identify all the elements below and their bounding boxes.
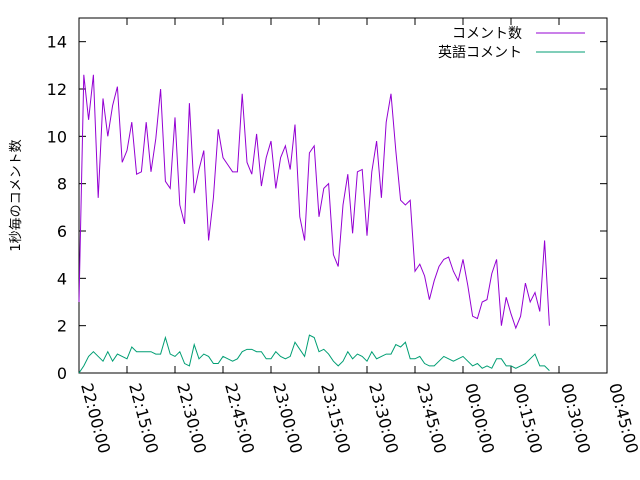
- y-tick-label: 8: [57, 175, 67, 194]
- y-tick-label: 12: [47, 80, 67, 99]
- y-tick-label: 4: [57, 269, 67, 288]
- x-tick-label: 23:00:00: [269, 381, 306, 455]
- x-tick-label: 00:15:00: [509, 381, 546, 455]
- x-tick-label: 22:15:00: [125, 381, 162, 455]
- plot-axes: 0 2 4 6 8 10 12 14 22:00:00 22:15:00 22:30:00 22:45…: [47, 17, 640, 455]
- x-tick-label: 23:15:00: [317, 381, 354, 455]
- x-tick-label: 22:30:00: [173, 381, 210, 455]
- y-tick-label: 6: [57, 222, 67, 241]
- series-line-2: [78, 334, 550, 374]
- x-tick-label: 23:30:00: [365, 381, 402, 455]
- y-axis-label: 1秒毎のコメント数: [8, 139, 24, 251]
- series-line-1: [78, 74, 550, 330]
- y-tick-label: 0: [57, 364, 67, 383]
- x-tick-label: 00:45:00: [605, 381, 640, 455]
- x-tick-label: 23:45:00: [413, 381, 450, 455]
- plot-frame: [78, 17, 608, 374]
- x-tick-label: 22:00:00: [77, 381, 114, 455]
- y-tick-label: 2: [57, 317, 67, 336]
- legend-label-1: コメント数: [452, 26, 522, 42]
- x-tick-label: 00:00:00: [461, 381, 498, 455]
- legend-label-2: 英語コメント: [438, 44, 522, 61]
- x-tick-label: 22:45:00: [221, 381, 258, 455]
- y-tick-label: 14: [47, 33, 67, 52]
- y-tick-label: 10: [47, 127, 67, 146]
- plot-area: [78, 74, 550, 374]
- x-tick-label: 00:30:00: [557, 381, 594, 455]
